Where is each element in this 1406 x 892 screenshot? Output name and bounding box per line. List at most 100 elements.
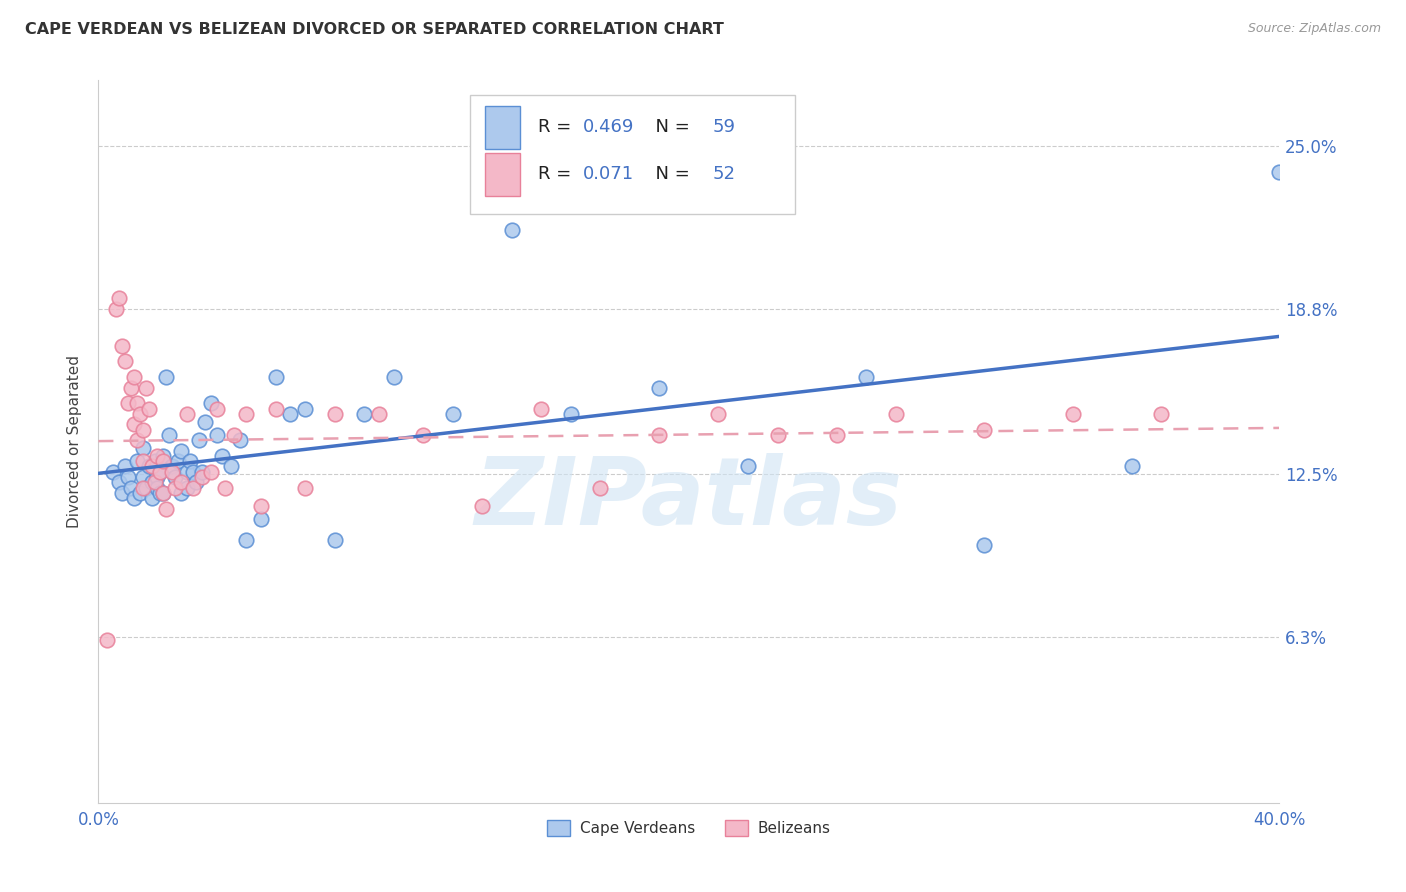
Point — [264, 370, 287, 384]
Point — [152, 485, 174, 500]
Point — [353, 407, 375, 421]
Point — [103, 465, 125, 479]
Point — [111, 338, 134, 352]
Point — [1121, 459, 1143, 474]
Point — [1062, 407, 1084, 421]
Text: N =: N = — [644, 119, 696, 136]
Point — [122, 417, 145, 432]
Point — [125, 396, 148, 410]
Text: 0.071: 0.071 — [582, 165, 634, 183]
Point — [560, 407, 582, 421]
Point — [146, 470, 169, 484]
Point — [973, 423, 995, 437]
Point — [825, 428, 848, 442]
Point — [132, 423, 155, 437]
Point — [176, 465, 198, 479]
Point — [155, 501, 177, 516]
Point — [132, 441, 155, 455]
Point — [194, 415, 217, 429]
Point — [117, 396, 139, 410]
Point — [96, 632, 118, 647]
Point — [176, 407, 198, 421]
Point — [132, 470, 155, 484]
Y-axis label: Divorced or Separated: Divorced or Separated — [67, 355, 83, 528]
Point — [441, 407, 464, 421]
Point — [114, 459, 136, 474]
Point — [323, 407, 346, 421]
Point — [184, 475, 207, 490]
Point — [187, 434, 209, 448]
Point — [155, 370, 177, 384]
Point — [108, 475, 131, 490]
Point — [766, 428, 789, 442]
Point — [235, 407, 257, 421]
Point — [205, 428, 228, 442]
Point — [200, 396, 222, 410]
Point — [224, 428, 246, 442]
Point — [368, 407, 391, 421]
Text: ZIPatlas: ZIPatlas — [475, 453, 903, 545]
Point — [122, 370, 145, 384]
Point — [205, 401, 228, 416]
Point — [117, 470, 139, 484]
Point — [165, 481, 187, 495]
Point — [181, 465, 204, 479]
FancyBboxPatch shape — [485, 153, 520, 196]
Point — [143, 475, 166, 490]
Point — [132, 481, 155, 495]
Point — [648, 428, 671, 442]
Point — [111, 485, 134, 500]
Point — [146, 481, 169, 495]
Point — [181, 481, 204, 495]
Point — [162, 465, 183, 479]
Point — [737, 459, 759, 474]
Point — [235, 533, 257, 547]
Point — [149, 485, 172, 500]
Point — [135, 381, 157, 395]
Point — [170, 475, 193, 490]
Point — [138, 401, 160, 416]
Text: R =: R = — [537, 165, 576, 183]
Point — [122, 491, 145, 505]
Point — [162, 459, 183, 474]
Point — [170, 485, 193, 500]
Point — [294, 401, 316, 416]
Point — [157, 428, 180, 442]
Point — [125, 434, 148, 448]
Point — [128, 407, 150, 421]
Point — [170, 443, 193, 458]
Point — [1150, 407, 1173, 421]
Point — [648, 381, 671, 395]
Point — [152, 454, 174, 468]
Text: R =: R = — [537, 119, 576, 136]
Text: CAPE VERDEAN VS BELIZEAN DIVORCED OR SEPARATED CORRELATION CHART: CAPE VERDEAN VS BELIZEAN DIVORCED OR SEP… — [25, 22, 724, 37]
Text: Source: ZipAtlas.com: Source: ZipAtlas.com — [1247, 22, 1381, 36]
Point — [176, 481, 198, 495]
Point — [167, 454, 190, 468]
Point — [1268, 165, 1291, 179]
Legend: Cape Verdeans, Belizeans: Cape Verdeans, Belizeans — [541, 814, 837, 842]
FancyBboxPatch shape — [485, 105, 520, 149]
Point — [471, 499, 494, 513]
Point — [105, 301, 128, 316]
Point — [143, 454, 166, 468]
Point — [707, 407, 730, 421]
Point — [264, 401, 287, 416]
Text: 59: 59 — [713, 119, 735, 136]
Point — [250, 499, 273, 513]
Point — [141, 491, 163, 505]
Point — [114, 354, 136, 368]
Point — [412, 428, 434, 442]
Point — [146, 449, 169, 463]
Point — [108, 291, 131, 305]
Point — [294, 481, 316, 495]
Point — [132, 454, 155, 468]
Point — [141, 475, 163, 490]
Point — [211, 449, 233, 463]
Point — [973, 538, 995, 552]
Point — [135, 481, 157, 495]
Point — [382, 370, 405, 384]
Point — [152, 449, 174, 463]
Point — [141, 459, 163, 474]
Point — [323, 533, 346, 547]
